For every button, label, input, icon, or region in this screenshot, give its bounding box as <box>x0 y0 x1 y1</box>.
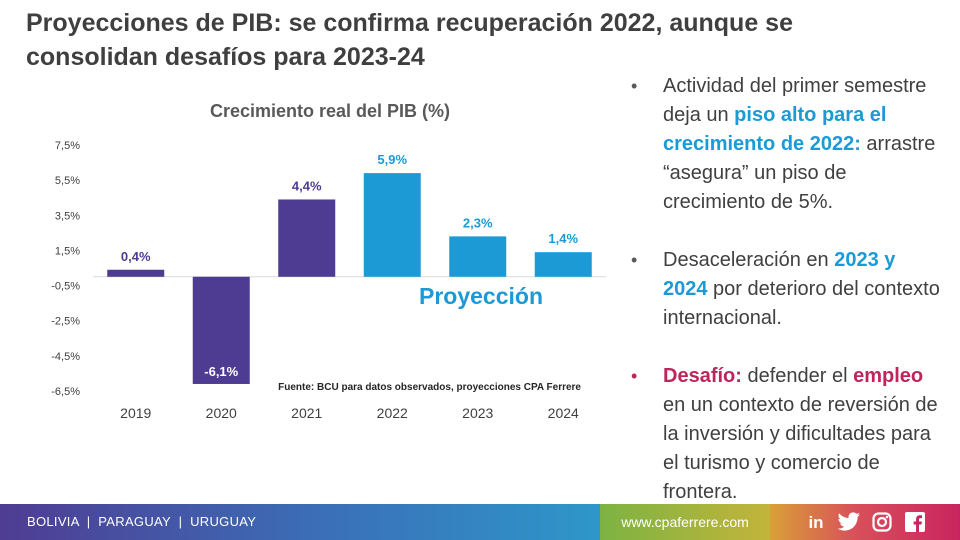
bar-2023 <box>449 236 507 277</box>
x-tick-label: 2023 <box>462 405 493 421</box>
svg-text:in: in <box>808 513 823 532</box>
x-tick-label: 2020 <box>206 405 237 421</box>
chart-title: Crecimiento real del PIB (%) <box>210 101 450 121</box>
x-tick-label: 2019 <box>120 405 151 421</box>
y-tick-label: 5,5% <box>55 175 80 187</box>
x-axis-labels: 2019 2020 2021 2022 2023 2024 <box>120 405 579 421</box>
bar-2022 <box>363 173 421 277</box>
bullet-1-text: Actividad del primer semestre deja un <box>663 75 927 126</box>
bullet-2-highlight: 2023 y 2024 <box>663 249 896 300</box>
bar-2024 <box>534 252 592 277</box>
twitter-icon[interactable] <box>837 511 861 533</box>
y-tick-label: 3,5% <box>55 210 80 222</box>
y-tick-label: 7,5% <box>55 140 80 152</box>
bullet-2-text: Desaceleración en <box>663 249 835 271</box>
facebook-icon[interactable] <box>903 511 927 533</box>
data-label-2019: 0,4% <box>121 249 151 264</box>
bullet-3-highlight-desafio: Desafío: <box>663 365 742 387</box>
footer-countries: BOLIVIA | PARAGUAY | URUGUAY <box>0 504 600 540</box>
bar-2019 <box>107 269 165 277</box>
slide-title: Proyecciones de PIB: se confirma recuper… <box>26 6 926 74</box>
data-label-2024: 1,4% <box>548 231 578 246</box>
y-tick-label: -4,5% <box>51 351 80 363</box>
bullet-dot-icon: • <box>631 366 638 386</box>
x-tick-label: 2021 <box>291 405 322 421</box>
slide-title-line-1: Proyecciones de PIB: se confirma recuper… <box>26 9 793 37</box>
bar-2021 <box>278 199 336 277</box>
bullet-dot-icon: • <box>631 76 638 96</box>
bullet-item-2: • Desaceleración en 2023 y 2024 por dete… <box>628 246 943 333</box>
bars <box>107 173 592 384</box>
bar-2020 <box>192 276 250 384</box>
x-tick-label: 2024 <box>548 405 579 421</box>
slide-title-line-2: consolidan desafíos para 2023-24 <box>26 43 425 71</box>
source-note: Fuente: BCU para datos observados, proye… <box>278 382 581 393</box>
data-label-2022: 5,9% <box>377 152 407 167</box>
bullet-3-text-end: en un contexto de reversión de la invers… <box>663 394 938 503</box>
data-label-2023: 2,3% <box>463 215 493 230</box>
data-label-2020: -6,1% <box>204 364 238 379</box>
x-tick-label: 2022 <box>377 405 408 421</box>
bullet-item-3: • Desafío: defender el empleo en un cont… <box>628 362 943 507</box>
bullet-2-text-end: por deterioro del contexto internacional… <box>663 278 940 329</box>
y-tick-label: -0,5% <box>51 281 80 293</box>
footer-bar: BOLIVIA | PARAGUAY | URUGUAY www.cpaferr… <box>0 504 960 540</box>
footer-website-link[interactable]: www.cpaferrere.com <box>600 504 770 540</box>
bullet-1-text-end: arrastre “asegura” un piso de crecimient… <box>663 133 936 213</box>
projection-annotation: Proyección <box>419 283 543 309</box>
bullet-item-1: • Actividad del primer semestre deja un … <box>628 72 943 217</box>
bullet-3-highlight-empleo: empleo <box>853 365 924 387</box>
bullet-3-text: defender el <box>741 365 854 387</box>
bullet-dot-icon: • <box>631 250 638 270</box>
data-labels: 0,4% -6,1% 4,4% 5,9% 2,3% 1,4% <box>121 152 579 379</box>
instagram-icon[interactable] <box>870 511 894 533</box>
bullet-1-highlight: piso alto para el crecimiento de 2022: <box>663 104 887 155</box>
social-links: in <box>770 504 960 540</box>
y-tick-label: 1,5% <box>55 245 80 257</box>
linkedin-icon[interactable]: in <box>804 511 828 533</box>
y-axis-labels: 7,5% 5,5% 3,5% 1,5% -0,5% -2,5% -4,5% -6,5% <box>51 140 80 398</box>
y-tick-label: -6,5% <box>51 386 80 398</box>
data-label-2021: 4,4% <box>292 178 322 193</box>
bullet-list: • Actividad del primer semestre deja un … <box>628 72 943 536</box>
gdp-bar-chart: Crecimiento real del PIB (%) 7,5% 5,5% 3,5… <box>51 101 606 421</box>
y-tick-label: -2,5% <box>51 316 80 328</box>
